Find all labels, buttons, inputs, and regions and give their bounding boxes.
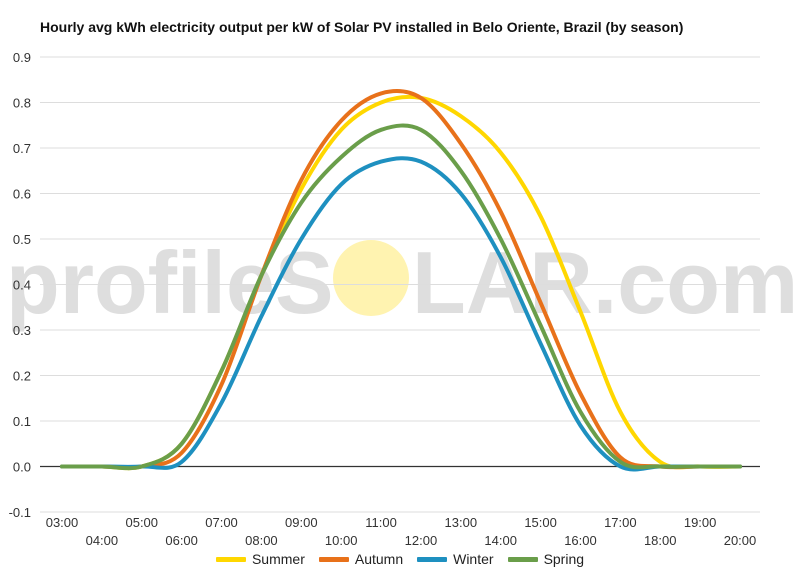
y-tick-label: 0.5 bbox=[13, 232, 31, 247]
series-line-winter bbox=[60, 156, 742, 472]
chart-title: Hourly avg kWh electricity output per kW… bbox=[40, 19, 684, 35]
x-tick-label: 09:00 bbox=[285, 515, 318, 530]
legend-item-summer: Summer bbox=[215, 551, 305, 567]
y-tick-label: 0.6 bbox=[13, 187, 31, 202]
x-tick-label: 16:00 bbox=[564, 533, 597, 548]
x-tick-label: 04:00 bbox=[86, 533, 119, 548]
series-lines bbox=[60, 88, 742, 472]
legend-swatch-spring bbox=[507, 556, 538, 562]
series-line-autumn bbox=[60, 88, 742, 470]
legend-label-autumn: Autumn bbox=[354, 551, 404, 567]
y-tick-label: 0.0 bbox=[13, 460, 31, 475]
legend: Summer Autumn Winter Spring bbox=[0, 549, 800, 569]
x-tick-label: 15:00 bbox=[524, 515, 557, 530]
x-tick-label: 14:00 bbox=[484, 533, 517, 548]
y-tick-label: 0.4 bbox=[13, 278, 31, 293]
y-tick-label: 0.8 bbox=[13, 96, 31, 111]
x-tick-label: 08:00 bbox=[245, 533, 278, 548]
x-axis-ticks: 03:00 04:00 05:00 06:00 07:00 08:00 09:00 10:00… bbox=[46, 515, 757, 548]
legend-swatch-winter bbox=[417, 556, 448, 562]
legend-label-winter: Winter bbox=[453, 551, 494, 567]
watermark-text-left: profileS bbox=[6, 233, 334, 332]
y-tick-label: 0.3 bbox=[13, 323, 31, 338]
legend-swatch-autumn bbox=[318, 556, 349, 562]
x-tick-label: 10:00 bbox=[325, 533, 358, 548]
legend-label-summer: Summer bbox=[251, 551, 305, 567]
x-tick-label: 18:00 bbox=[644, 533, 677, 548]
x-tick-label: 12:00 bbox=[405, 533, 438, 548]
legend-item-autumn: Autumn bbox=[318, 551, 404, 567]
y-tick-label: 0.1 bbox=[13, 414, 31, 429]
y-tick-label: 0.7 bbox=[13, 141, 31, 156]
legend-item-spring: Spring bbox=[507, 551, 585, 567]
watermark-sun-icon bbox=[333, 240, 409, 316]
legend-item-winter: Winter bbox=[417, 551, 494, 567]
y-tick-label: -0.1 bbox=[9, 505, 31, 520]
watermark-text-right: LAR.com bbox=[412, 233, 798, 332]
x-tick-label: 07:00 bbox=[205, 515, 238, 530]
legend-label-spring: Spring bbox=[543, 551, 585, 567]
x-tick-label: 17:00 bbox=[604, 515, 637, 530]
series-line-spring bbox=[60, 123, 742, 471]
x-tick-label: 11:00 bbox=[365, 515, 397, 530]
gridlines bbox=[40, 56, 760, 513]
y-tick-label: 0.9 bbox=[13, 50, 31, 65]
x-tick-label: 20:00 bbox=[724, 533, 757, 548]
x-tick-label: 05:00 bbox=[125, 515, 158, 530]
x-tick-label: 06:00 bbox=[165, 533, 198, 548]
y-tick-label: 0.2 bbox=[13, 369, 31, 384]
x-tick-label: 13:00 bbox=[445, 515, 478, 530]
watermark: profileS LAR.com bbox=[6, 233, 798, 332]
y-axis-ticks: -0.1 0.0 0.1 0.2 0.3 0.4 0.5 0.6 0.7 0.8 0.9 bbox=[9, 50, 31, 520]
x-tick-label: 03:00 bbox=[46, 515, 79, 530]
legend-swatch-summer bbox=[215, 556, 246, 562]
x-tick-label: 19:00 bbox=[684, 515, 717, 530]
